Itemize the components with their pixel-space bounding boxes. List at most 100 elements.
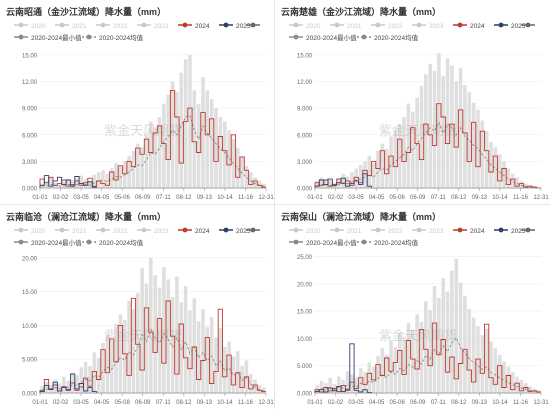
max-bar <box>415 314 419 393</box>
max-bar <box>231 356 236 393</box>
max-bar <box>406 323 411 393</box>
legend-item-2022[interactable] <box>371 227 385 233</box>
max-bar <box>319 177 324 188</box>
legend-item-2022[interactable] <box>371 22 385 28</box>
legend-item-2025[interactable] <box>219 227 233 233</box>
max-bar <box>341 173 346 188</box>
x-tick-label: 01-01 <box>32 195 48 201</box>
max-bar <box>445 58 450 188</box>
x-tick-label: 12-31 <box>258 195 274 201</box>
legend-dot-icon <box>293 22 299 28</box>
max-bar <box>96 172 101 188</box>
legend-item-2021[interactable] <box>55 227 69 233</box>
max-bar <box>376 150 380 188</box>
x-tick-label: 10-14 <box>217 195 233 201</box>
legend-item-2020-2024均值[interactable] <box>82 34 96 40</box>
max-bar <box>170 296 175 393</box>
max-bar <box>153 275 157 393</box>
max-bar <box>109 340 114 393</box>
max-bar <box>510 372 515 393</box>
max-bar <box>515 376 519 393</box>
max-bar <box>118 314 123 393</box>
legend-item-2020[interactable] <box>289 22 303 28</box>
max-bar <box>44 180 49 188</box>
max-bar <box>424 301 428 393</box>
legend-item-2025[interactable] <box>494 22 508 28</box>
max-bar <box>136 292 140 393</box>
legend-label: 2021 <box>347 23 362 30</box>
y-tick-label: 0.000 <box>22 187 38 193</box>
legend-item-2020-2024最小值[interactable] <box>14 239 28 245</box>
legend-item-2025[interactable] <box>494 227 508 233</box>
x-tick-label: 01-01 <box>307 195 323 201</box>
chart-svg-lincang: 云南临沧（澜沧江流域）降水量（mm） 2020 2021 2022 2023 2024 20… <box>6 211 274 406</box>
legend-item-2020[interactable] <box>14 227 28 233</box>
legend-dot-icon <box>416 22 422 28</box>
legend-label: 2020-2024最小值 <box>31 33 82 42</box>
legend-item-2024[interactable] <box>453 22 467 28</box>
legend-dot-icon <box>498 227 504 233</box>
x-tick-label: 05-06 <box>115 195 131 201</box>
legend-item-2020-2024最大值[interactable] <box>521 22 535 28</box>
legend-item-2020-2024最小值[interactable] <box>289 34 303 40</box>
max-bar <box>497 154 502 188</box>
legend-item-2020-2024最小值[interactable] <box>289 239 303 245</box>
x-tick-label: 02-02 <box>328 400 344 406</box>
y-tick-label: 10.00 <box>22 324 38 330</box>
max-bar <box>114 324 118 393</box>
legend-item-2022[interactable] <box>96 22 110 28</box>
legend-item-2020[interactable] <box>289 227 303 233</box>
legend-item-2020[interactable] <box>14 22 28 28</box>
legend-item-2025[interactable] <box>219 22 233 28</box>
legend-dot-icon <box>525 227 531 233</box>
legend-item-2023[interactable] <box>137 22 151 28</box>
max-bar <box>162 267 166 393</box>
max-bar <box>214 337 218 393</box>
max-bar <box>384 354 389 393</box>
max-bar <box>149 121 153 188</box>
series-2024-line <box>39 297 266 393</box>
legend-dot-icon <box>18 239 24 245</box>
x-tick-label: 11-16 <box>238 400 254 406</box>
legend-dot-icon <box>334 227 340 233</box>
legend-item-2020-2024均值[interactable] <box>357 239 371 245</box>
max-bar <box>476 109 480 188</box>
legend-item-2020-2024最大值[interactable] <box>246 22 260 28</box>
legend-dot-icon <box>18 227 24 233</box>
legend-item-2023[interactable] <box>412 22 426 28</box>
legend-item-2022[interactable] <box>96 227 110 233</box>
legend-item-2021[interactable] <box>55 22 69 28</box>
legend-item-2020-2024最小值[interactable] <box>14 34 28 40</box>
y-tick-label: 15.00 <box>297 53 313 59</box>
legend-item-2020-2024最大值[interactable] <box>521 227 535 233</box>
x-tick-label: 07-11 <box>156 400 172 406</box>
max-bar <box>450 65 454 188</box>
legend-item-2024[interactable] <box>178 227 192 233</box>
legend-item-2020-2024均值[interactable] <box>357 34 371 40</box>
legend-item-2020-2024均值[interactable] <box>82 239 96 245</box>
legend-dot-icon <box>141 227 147 233</box>
max-bar <box>175 276 179 393</box>
legend-dot-icon <box>182 22 188 28</box>
legend-item-2024[interactable] <box>178 22 192 28</box>
max-bar <box>170 81 175 188</box>
max-bar <box>136 143 140 188</box>
legend-dot-icon <box>223 227 229 233</box>
legend-label: 2024 <box>195 228 210 235</box>
y-tick-label: 20.00 <box>297 282 313 288</box>
max-bar <box>222 121 227 188</box>
legend-dot-icon <box>250 227 256 233</box>
legend-item-2024[interactable] <box>453 227 467 233</box>
legend-item-2021[interactable] <box>330 22 344 28</box>
legend-dot-icon <box>375 22 381 28</box>
legend-item-2020-2024最大值[interactable] <box>246 227 260 233</box>
legend-dot-icon <box>416 227 422 233</box>
legend-item-2021[interactable] <box>330 227 344 233</box>
legend-item-2023[interactable] <box>412 227 426 233</box>
max-bar <box>458 282 463 393</box>
max-bar <box>188 310 192 393</box>
max-bar <box>149 257 153 393</box>
max-bar <box>428 63 432 188</box>
x-tick-label: 01-01 <box>307 400 323 406</box>
legend-item-2023[interactable] <box>137 227 151 233</box>
